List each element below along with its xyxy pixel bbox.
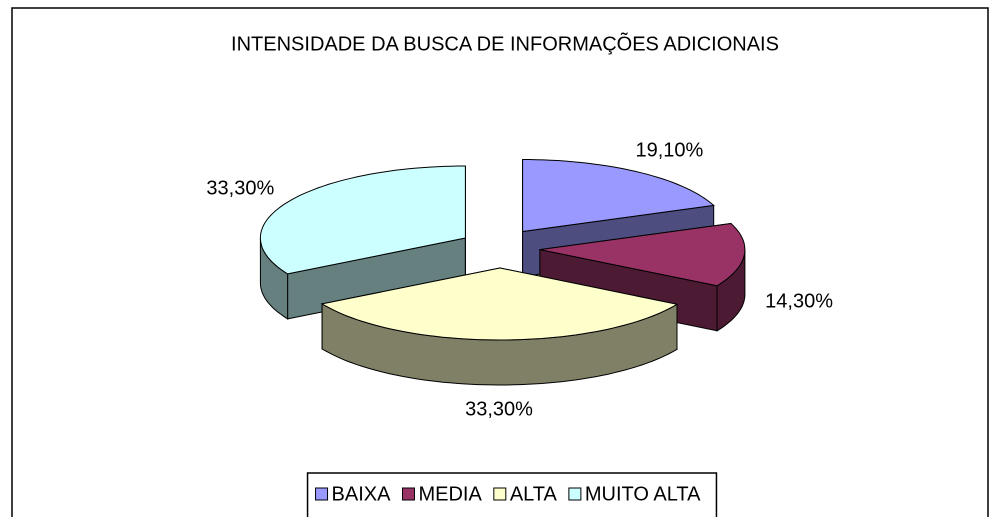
legend-swatch [401, 487, 415, 501]
slice-top [522, 159, 715, 233]
legend-swatch [493, 487, 507, 501]
legend: BAIXA MEDIA ALTA MUITO ALTA [315, 483, 701, 505]
legend-label: ALTA [510, 483, 558, 505]
slice-top [259, 165, 466, 275]
data-label: 33,30% [465, 398, 533, 420]
data-label: 33,30% [206, 178, 274, 200]
chart-border [11, 7, 989, 517]
legend-label: MEDIA [418, 483, 482, 505]
pie [259, 159, 746, 386]
legend-swatch [568, 487, 582, 501]
legend-box [306, 472, 718, 517]
legend-swatch [315, 487, 329, 501]
chart-title: INTENSIDADE DA BUSCA DE INFORMAÇÕES ADIC… [231, 31, 779, 55]
legend-label: MUITO ALTA [585, 483, 701, 505]
data-label: 19,10% [635, 140, 703, 162]
data-label: 14,30% [765, 290, 833, 312]
pie-slice [320, 267, 679, 386]
pie-slice [259, 165, 466, 320]
slice-top [320, 267, 679, 341]
legend-label: BAIXA [332, 483, 392, 505]
slice-top [539, 222, 746, 287]
